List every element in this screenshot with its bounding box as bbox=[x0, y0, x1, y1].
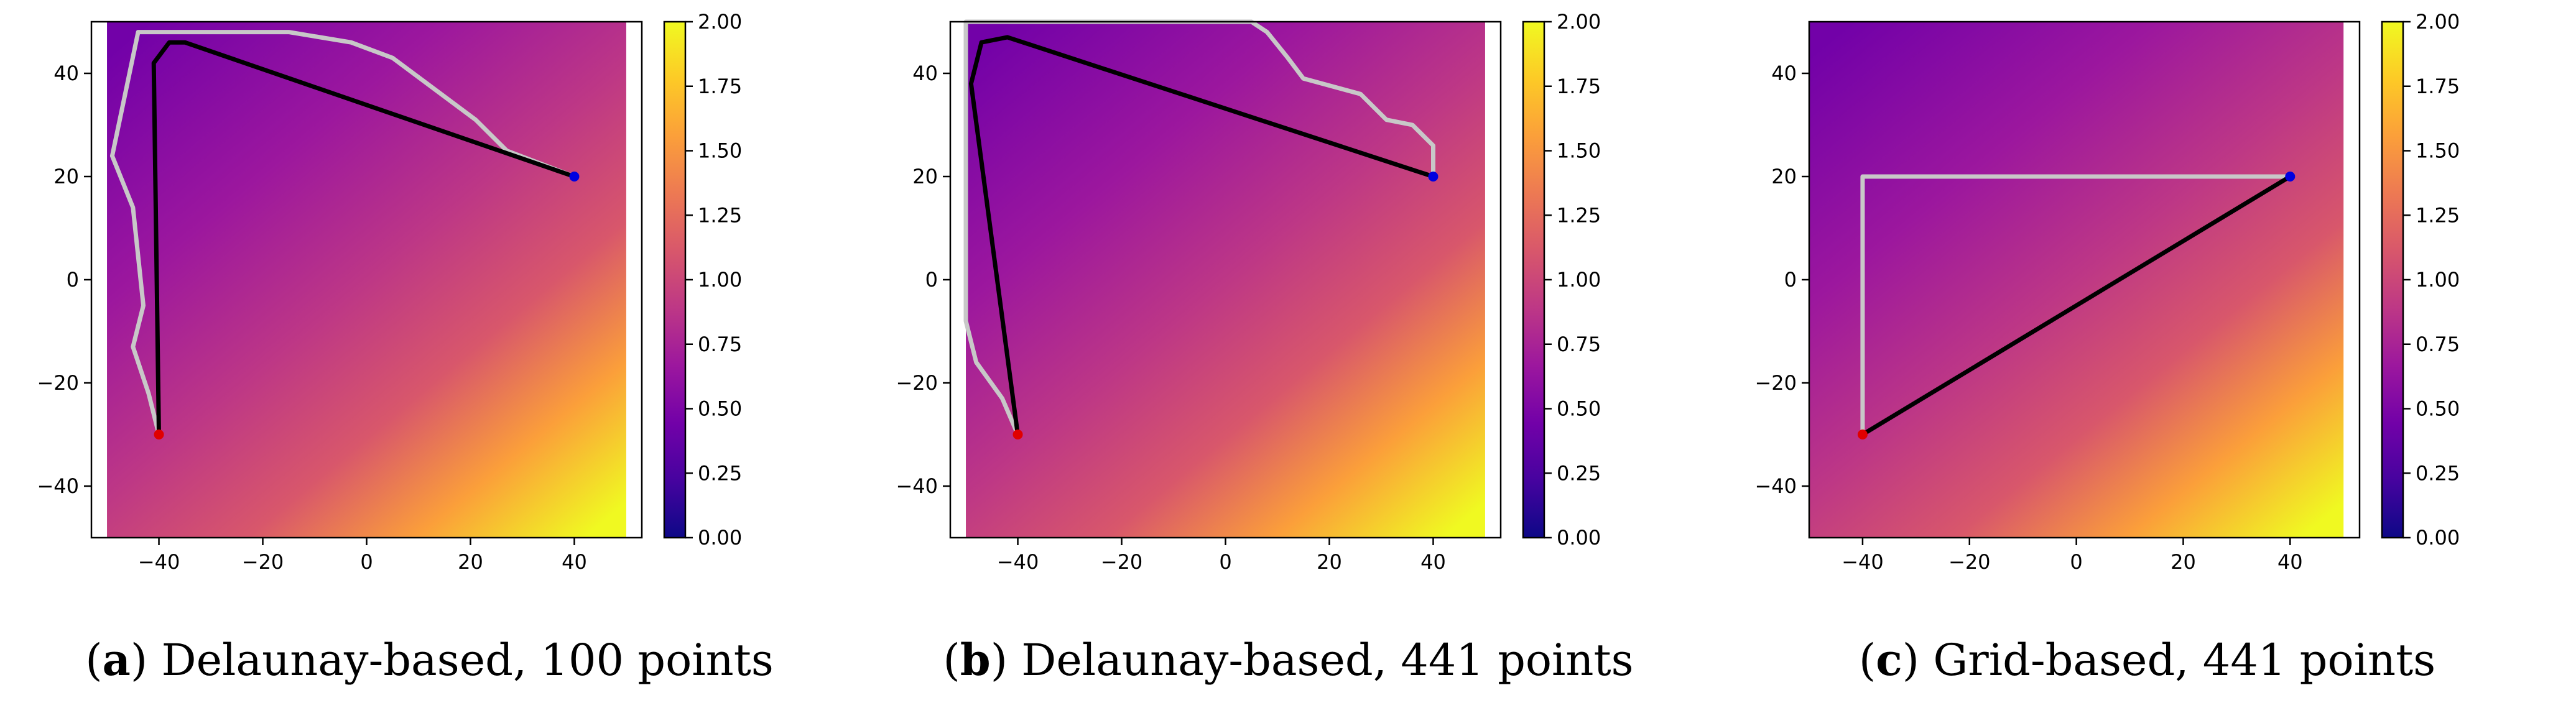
caption-text-b: Delaunay-based, 441 points bbox=[1008, 635, 1634, 686]
colorbar-tick-label: 0.25 bbox=[698, 461, 742, 485]
y-tick-label: −40 bbox=[37, 474, 79, 498]
colorbar-tick-label: 0.75 bbox=[1557, 333, 1601, 356]
colorbar bbox=[2381, 21, 2404, 539]
colorbar bbox=[1522, 21, 1545, 539]
y-tick-label: −40 bbox=[896, 474, 938, 498]
caption-text-a: Delaunay-based, 100 points bbox=[147, 635, 774, 686]
y-tick-label: 40 bbox=[53, 62, 79, 85]
y-tick-label: 20 bbox=[53, 165, 79, 188]
caption-letter-a: a bbox=[102, 634, 131, 686]
x-tick-label: 40 bbox=[1420, 550, 1446, 574]
x-tick-label: 40 bbox=[562, 550, 587, 574]
colorbar-tick-label: 0.00 bbox=[2416, 526, 2460, 549]
colorbar-tick-label: 1.75 bbox=[1557, 75, 1601, 98]
caption-open-b: ( bbox=[943, 635, 960, 686]
x-tick-label: 20 bbox=[2171, 550, 2196, 574]
caption-open-a: ( bbox=[85, 635, 103, 686]
x-tick-label: −20 bbox=[1101, 550, 1143, 574]
x-tick-label: 20 bbox=[458, 550, 483, 574]
colorbar-tick-label: 0.75 bbox=[2416, 333, 2460, 356]
x-tick-label: 0 bbox=[1219, 550, 1231, 574]
chart-b: −40 −20 0 20 40 −40 −20 0 20 40 0.00 0.25 0.50 0.75 1.… bbox=[896, 10, 1601, 574]
caption-b: (b) Delaunay-based, 441 points bbox=[859, 634, 1718, 686]
caption-letter-b: b bbox=[960, 634, 991, 686]
colorbar-tick-label: 1.00 bbox=[2416, 268, 2460, 292]
optimal-path-line bbox=[968, 35, 1434, 435]
x-tick-label: 0 bbox=[2070, 550, 2082, 574]
colorbar-tick-label: 0.00 bbox=[1557, 526, 1601, 549]
subplot-c: −40 −20 0 20 40 −40 −20 0 20 40 0.00 0.25 0.50 0.75 1.… bbox=[1718, 0, 2576, 708]
y-tick-label: −40 bbox=[1754, 474, 1797, 498]
y-tick-label: 40 bbox=[912, 62, 938, 85]
start-point bbox=[1857, 430, 1868, 439]
colorbar-tick-label: 2.00 bbox=[1557, 10, 1601, 34]
colorbar-tick-label: 1.75 bbox=[2416, 75, 2460, 98]
reference-path-line bbox=[1860, 174, 2291, 434]
colorbar-tick-label: 1.75 bbox=[698, 75, 742, 98]
colorbar-tick-label: 1.00 bbox=[1557, 268, 1601, 292]
colorbar-tick-label: 2.00 bbox=[2416, 10, 2460, 34]
chart-a: −40 −20 0 20 40 −40 −20 0 20 40 0.00 0.25 0.50 0.75 1.… bbox=[37, 10, 742, 574]
caption-c: (c) Grid-based, 441 points bbox=[1718, 634, 2576, 686]
y-tick-label: 0 bbox=[67, 268, 79, 292]
y-tick-label: −20 bbox=[37, 371, 79, 395]
caption-a: (a) Delaunay-based, 100 points bbox=[0, 634, 859, 686]
colorbar-tick-label: 1.50 bbox=[2416, 139, 2460, 163]
reference-path-line bbox=[109, 30, 575, 435]
subplot-b: −40 −20 0 20 40 −40 −20 0 20 40 0.00 0.25 0.50 0.75 1.… bbox=[859, 0, 1718, 708]
colorbar-tick-label: 0.25 bbox=[2416, 461, 2460, 485]
colorbar-tick-label: 1.25 bbox=[1557, 203, 1601, 227]
y-tick-label: −20 bbox=[896, 371, 938, 395]
x-tick-label: −40 bbox=[1842, 550, 1884, 574]
colorbar-tick-label: 1.25 bbox=[2416, 203, 2460, 227]
y-tick-label: 40 bbox=[1771, 62, 1797, 85]
x-tick-label: −20 bbox=[242, 550, 284, 574]
y-tick-label: 20 bbox=[912, 165, 938, 188]
x-tick-label: −20 bbox=[1948, 550, 1991, 574]
caption-close-a: ) bbox=[130, 635, 148, 686]
colorbar-tick-label: 0.50 bbox=[698, 397, 742, 421]
goal-point bbox=[2285, 172, 2296, 182]
x-tick-label: 40 bbox=[2277, 550, 2303, 574]
colorbar-tick-label: 0.25 bbox=[1557, 461, 1601, 485]
colorbar-tick-label: 1.50 bbox=[1557, 139, 1601, 163]
start-point bbox=[1012, 430, 1023, 439]
colorbar bbox=[663, 21, 687, 539]
caption-letter-c: c bbox=[1876, 634, 1902, 686]
x-tick-label: −40 bbox=[997, 550, 1039, 574]
optimal-path-line bbox=[1861, 175, 2292, 436]
caption-text-c: Grid-based, 441 points bbox=[1919, 635, 2436, 686]
colorbar-tick-label: 0.50 bbox=[2416, 397, 2460, 421]
goal-point bbox=[1428, 172, 1439, 182]
colorbar-tick-label: 2.00 bbox=[698, 10, 742, 34]
colorbar-tick-label: 0.50 bbox=[1557, 397, 1601, 421]
subplot-a: −40 −20 0 20 40 −40 −20 0 20 40 0.00 0.25 0.50 0.75 1.… bbox=[0, 0, 859, 708]
caption-open-c: ( bbox=[1858, 635, 1876, 686]
y-tick-label: 0 bbox=[1784, 268, 1797, 292]
colorbar-tick-label: 1.00 bbox=[698, 268, 742, 292]
caption-close-b: ) bbox=[990, 635, 1008, 686]
heatmap-field bbox=[966, 22, 1485, 538]
chart-c: −40 −20 0 20 40 −40 −20 0 20 40 0.00 0.25 0.50 0.75 1.… bbox=[1754, 10, 2460, 574]
x-tick-label: −40 bbox=[138, 550, 180, 574]
heatmap-field bbox=[1809, 22, 2344, 538]
heatmap-field bbox=[107, 22, 626, 538]
goal-point bbox=[569, 172, 580, 182]
colorbar-tick-label: 0.75 bbox=[698, 333, 742, 356]
x-tick-label: 20 bbox=[1317, 550, 1342, 574]
x-tick-label: 0 bbox=[360, 550, 373, 574]
colorbar-tick-label: 1.50 bbox=[698, 139, 742, 163]
colorbar-tick-label: 0.00 bbox=[698, 526, 742, 549]
y-tick-label: 0 bbox=[925, 268, 938, 292]
start-point bbox=[154, 430, 164, 439]
colorbar-tick-label: 1.25 bbox=[698, 203, 742, 227]
y-tick-label: −20 bbox=[1754, 371, 1797, 395]
optimal-path-line bbox=[151, 40, 575, 435]
y-tick-label: 20 bbox=[1771, 165, 1797, 188]
reference-path-line bbox=[963, 19, 1435, 436]
caption-close-c: ) bbox=[1902, 635, 1920, 686]
